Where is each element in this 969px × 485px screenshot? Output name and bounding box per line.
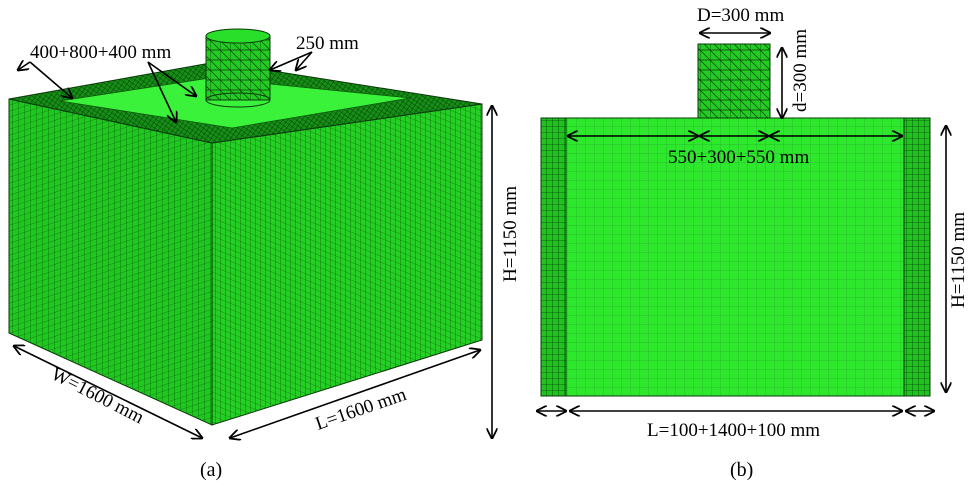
top-spacing-label: 550+300+550 mm	[668, 147, 809, 168]
dimension-lines-b	[537, 33, 946, 411]
pile-section	[697, 43, 771, 119]
section-body	[540, 117, 931, 397]
box-front-face	[211, 103, 483, 426]
caption-a: (a)	[200, 459, 222, 481]
left-boundary-strip	[540, 117, 567, 397]
length-label-b: L=100+1400+100 mm	[647, 420, 820, 441]
pile-depth-label: d=300 mm	[790, 29, 811, 112]
pile-cylinder	[205, 28, 271, 108]
pile-diameter-label: D=300 mm	[697, 5, 784, 26]
caption-b: (b)	[730, 459, 753, 481]
panel-a: 400+800+400 mm 250 mm H=1150 mm W=1600 m…	[8, 28, 521, 481]
ring-widths-label: 400+800+400 mm	[30, 42, 171, 63]
dimension-lines-a	[14, 51, 492, 438]
box-left-face	[8, 98, 213, 426]
height-label-a: H=1150 mm	[500, 186, 521, 282]
height-label-b: H=1150 mm	[948, 212, 969, 308]
panel-b: D=300 mm d=300 mm 550+300+550 mm H=1150 …	[537, 5, 969, 481]
gap-label: 250 mm	[296, 33, 359, 54]
right-boundary-strip	[903, 117, 931, 397]
